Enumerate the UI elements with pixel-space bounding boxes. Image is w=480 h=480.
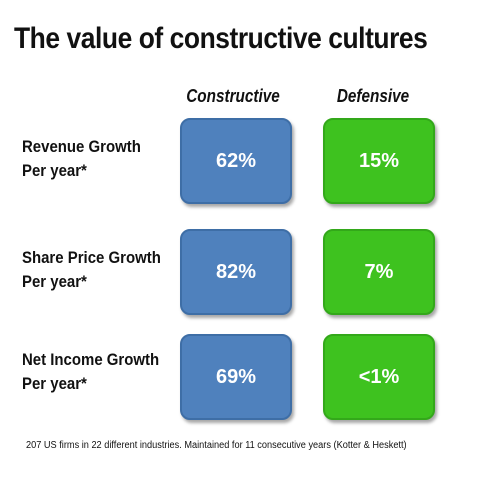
value-box-defensive-share-price: 7% [323, 229, 435, 315]
row-label-line1: Net Income Growth [22, 350, 160, 369]
row-label-line2: Per year* [22, 161, 87, 180]
slide-title: The value of constructive cultures [14, 22, 428, 55]
column-header-constructive: Constructive [186, 86, 280, 106]
row-label-line2: Per year* [22, 374, 87, 393]
footnote: 207 US firms in 22 different industries.… [26, 440, 407, 451]
column-header-defensive: Defensive [336, 86, 410, 106]
row-label-line2: Per year* [22, 272, 87, 291]
value-box-constructive-revenue: 62% [180, 118, 292, 204]
value-box-defensive-revenue: 15% [323, 118, 435, 204]
value-box-defensive-net-income: <1% [323, 334, 435, 420]
row-label-line1: Share Price Growth [22, 248, 161, 267]
row-label-line1: Revenue Growth [22, 137, 141, 156]
value-box-constructive-net-income: 69% [180, 334, 292, 420]
row-label-net-income-growth: Net Income Growth Per year* [22, 348, 160, 396]
row-label-revenue-growth: Revenue Growth Per year* [22, 135, 154, 183]
value-box-constructive-share-price: 82% [180, 229, 292, 315]
row-label-share-price-growth: Share Price Growth Per year* [22, 246, 161, 294]
